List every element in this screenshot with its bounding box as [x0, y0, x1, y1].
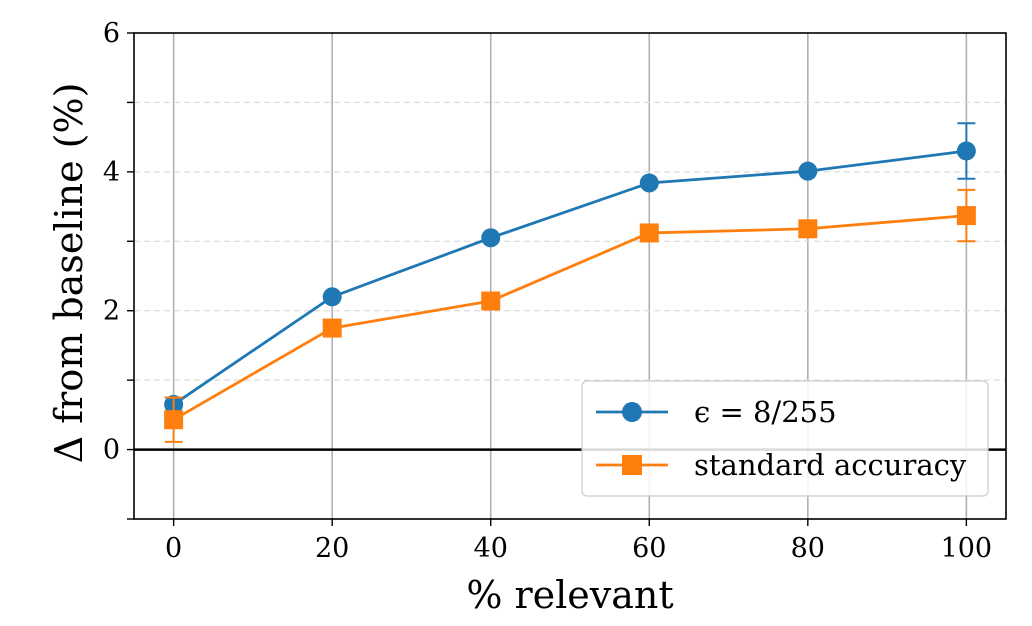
data-point: [164, 410, 184, 430]
grid: [134, 33, 1006, 519]
data-point: [798, 219, 818, 239]
y-tick-label: 2: [103, 296, 120, 327]
y-tick-label: 0: [103, 435, 120, 466]
data-point: [481, 228, 501, 248]
data-point: [798, 161, 818, 181]
data-point: [639, 173, 659, 193]
data-point: [322, 287, 342, 307]
series-line: [172, 149, 967, 406]
legend-marker: [622, 455, 642, 475]
series-layer: [164, 122, 976, 443]
plot-frame: [133, 32, 1007, 520]
x-tick-label: 100: [941, 533, 993, 564]
legend-marker: [622, 402, 642, 422]
data-point: [956, 141, 976, 161]
x-axis-label: % relevant: [466, 573, 673, 617]
y-tick-label: 4: [103, 157, 120, 188]
legend-entry: ϵ = 8/255: [596, 395, 837, 429]
x-tick-label: 40: [474, 533, 508, 564]
legend-entry: standard accuracy: [596, 448, 967, 482]
legend: ϵ = 8/255 standard accuracy: [581, 380, 989, 497]
data-point: [481, 291, 501, 311]
series-epsilon: [164, 122, 976, 414]
y-tick-label: 6: [103, 18, 120, 49]
x-axis: 0 20 40 60 80 100: [165, 519, 992, 564]
x-tick-label: 80: [791, 533, 825, 564]
x-tick-label: 0: [165, 533, 182, 564]
y-axis: 0 2 4 6: [103, 18, 134, 520]
series-standard-accuracy: [164, 188, 976, 443]
legend-label: standard accuracy: [694, 448, 967, 482]
legend-box: [581, 380, 989, 497]
legend-label: ϵ = 8/255: [694, 395, 837, 429]
data-point: [639, 223, 659, 243]
data-point: [322, 318, 342, 338]
y-axis-label: Δ from baseline (%): [47, 83, 91, 464]
x-tick-label: 20: [315, 533, 349, 564]
data-point: [956, 206, 976, 226]
series-line: [172, 214, 967, 421]
x-tick-label: 60: [632, 533, 666, 564]
